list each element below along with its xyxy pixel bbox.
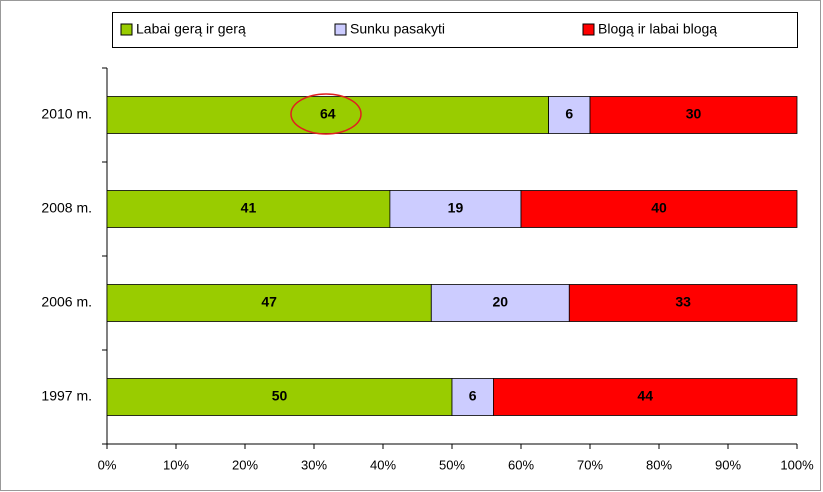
legend-label: Sunku pasakyti [350,21,445,37]
x-tick-label: 10% [163,457,189,472]
x-tick-label: 50% [439,457,465,472]
x-tick-label: 40% [370,457,396,472]
category-label: 2010 m. [41,106,92,122]
x-tick-label: 30% [301,457,327,472]
legend-label: Labai gerą ir gerą [136,21,246,37]
value-label: 64 [320,106,336,122]
value-label: 47 [261,294,277,310]
category-label: 2008 m. [41,200,92,216]
bar-segment [492,378,798,416]
bar-segment [589,96,798,134]
value-label: 44 [637,388,653,404]
legend-box [112,12,798,48]
category-label: 1997 m. [41,388,92,404]
bar-segment [389,190,522,228]
legend-swatch [120,23,133,36]
value-label: 30 [686,106,702,122]
x-tick-label: 20% [232,457,258,472]
value-label: 41 [241,200,257,216]
category-label: 2006 m. [41,294,92,310]
x-tick-label: 80% [646,457,672,472]
bar-segment [106,284,432,322]
x-tick-label: 60% [508,457,534,472]
bar-segment [568,284,798,322]
bar-segment [106,96,550,134]
value-label: 40 [651,200,667,216]
legend-swatch [582,23,595,36]
highlight-ellipse [290,93,362,135]
value-label: 33 [675,294,691,310]
value-label: 6 [469,388,477,404]
bar-segment [451,378,494,416]
value-label: 6 [565,106,573,122]
legend-swatch [334,23,347,36]
value-label: 50 [272,388,288,404]
value-label: 19 [448,200,464,216]
x-tick-label: 0% [98,457,117,472]
legend-label: Blogą ir labai blogą [598,21,717,37]
value-label: 20 [493,294,509,310]
bar-segment [520,190,798,228]
x-tick-label: 100% [780,457,814,472]
x-tick-label: 90% [715,457,741,472]
bar-segment [106,378,453,416]
x-tick-label: 70% [577,457,603,472]
